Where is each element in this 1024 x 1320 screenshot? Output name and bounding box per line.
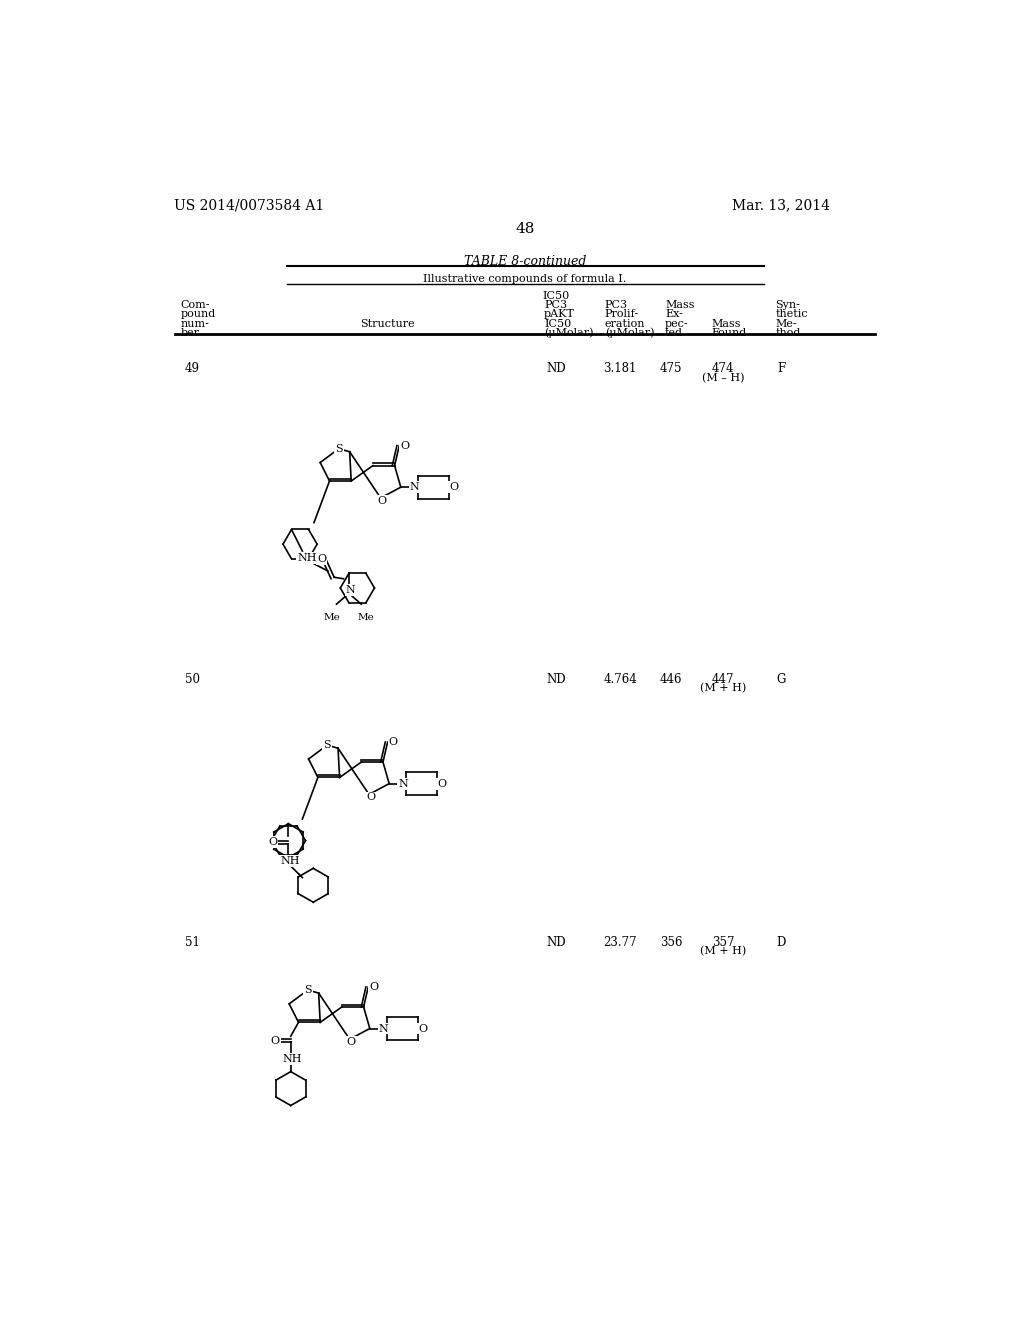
Text: TABLE 8-continued: TABLE 8-continued: [464, 255, 586, 268]
Text: ND: ND: [546, 363, 565, 375]
Text: IC50: IC50: [544, 318, 571, 329]
Text: O: O: [418, 1023, 427, 1034]
Text: thetic: thetic: [775, 309, 808, 319]
Text: S: S: [304, 985, 311, 995]
Text: (M + H): (M + H): [700, 946, 746, 957]
Text: NH: NH: [281, 855, 300, 866]
Text: Prolif-: Prolif-: [604, 309, 639, 319]
Text: O: O: [449, 482, 458, 492]
Text: O: O: [437, 779, 446, 788]
Text: pec-: pec-: [665, 318, 689, 329]
Text: O: O: [268, 837, 278, 847]
Text: ND: ND: [546, 936, 565, 949]
Text: Ex-: Ex-: [665, 309, 683, 319]
Text: 447: 447: [712, 673, 734, 686]
Text: (M + H): (M + H): [700, 682, 746, 693]
Text: N: N: [345, 585, 355, 595]
Text: 23.77: 23.77: [603, 936, 637, 949]
Text: 48: 48: [515, 222, 535, 235]
Text: ted: ted: [665, 327, 683, 338]
Text: ber: ber: [180, 327, 200, 338]
Text: pAKT: pAKT: [544, 309, 575, 319]
Text: S: S: [324, 741, 331, 750]
Text: Com-: Com-: [180, 300, 210, 310]
Text: 3.181: 3.181: [603, 363, 637, 375]
Text: Mass: Mass: [712, 318, 741, 329]
Text: (M – H): (M – H): [701, 372, 744, 383]
Text: IC50: IC50: [542, 290, 569, 301]
Text: Found: Found: [712, 327, 746, 338]
Text: O: O: [317, 554, 327, 564]
Text: F: F: [777, 363, 785, 375]
Text: 475: 475: [660, 363, 683, 375]
Text: 446: 446: [660, 673, 683, 686]
Text: G: G: [776, 673, 786, 686]
Text: Mass: Mass: [665, 300, 694, 310]
Text: PC3: PC3: [604, 300, 628, 310]
Text: 50: 50: [184, 673, 200, 686]
Text: num-: num-: [180, 318, 210, 329]
Text: 474: 474: [712, 363, 734, 375]
Text: ND: ND: [546, 673, 565, 686]
Text: 51: 51: [184, 936, 200, 949]
Text: US 2014/0073584 A1: US 2014/0073584 A1: [174, 198, 325, 213]
Text: 4.764: 4.764: [603, 673, 637, 686]
Text: NH: NH: [283, 1055, 302, 1064]
Text: O: O: [270, 1036, 280, 1045]
Text: (μMolar): (μMolar): [604, 327, 654, 338]
Text: Me: Me: [324, 614, 340, 623]
Text: D: D: [776, 936, 786, 949]
Text: Structure: Structure: [360, 318, 415, 329]
Text: N: N: [398, 779, 408, 788]
Text: O: O: [369, 982, 378, 991]
Text: Me-: Me-: [775, 318, 797, 329]
Text: S: S: [335, 444, 343, 454]
Text: O: O: [400, 441, 410, 450]
Text: Illustrative compounds of formula I.: Illustrative compounds of formula I.: [423, 275, 627, 284]
Text: PC3: PC3: [544, 300, 567, 310]
Text: 357: 357: [712, 936, 734, 949]
Text: O: O: [347, 1038, 355, 1047]
Text: thod: thod: [775, 327, 801, 338]
Text: Mar. 13, 2014: Mar. 13, 2014: [732, 198, 830, 213]
Text: Me: Me: [357, 614, 375, 623]
Text: O: O: [366, 792, 375, 803]
Text: NH: NH: [297, 553, 316, 564]
Text: N: N: [410, 482, 420, 492]
Text: 49: 49: [184, 363, 200, 375]
Text: pound: pound: [180, 309, 216, 319]
Text: eration: eration: [604, 318, 645, 329]
Text: O: O: [388, 737, 397, 747]
Text: O: O: [378, 496, 387, 506]
Text: (μMolar): (μMolar): [544, 327, 594, 338]
Text: N: N: [379, 1023, 389, 1034]
Text: Syn-: Syn-: [775, 300, 800, 310]
Text: 356: 356: [660, 936, 683, 949]
